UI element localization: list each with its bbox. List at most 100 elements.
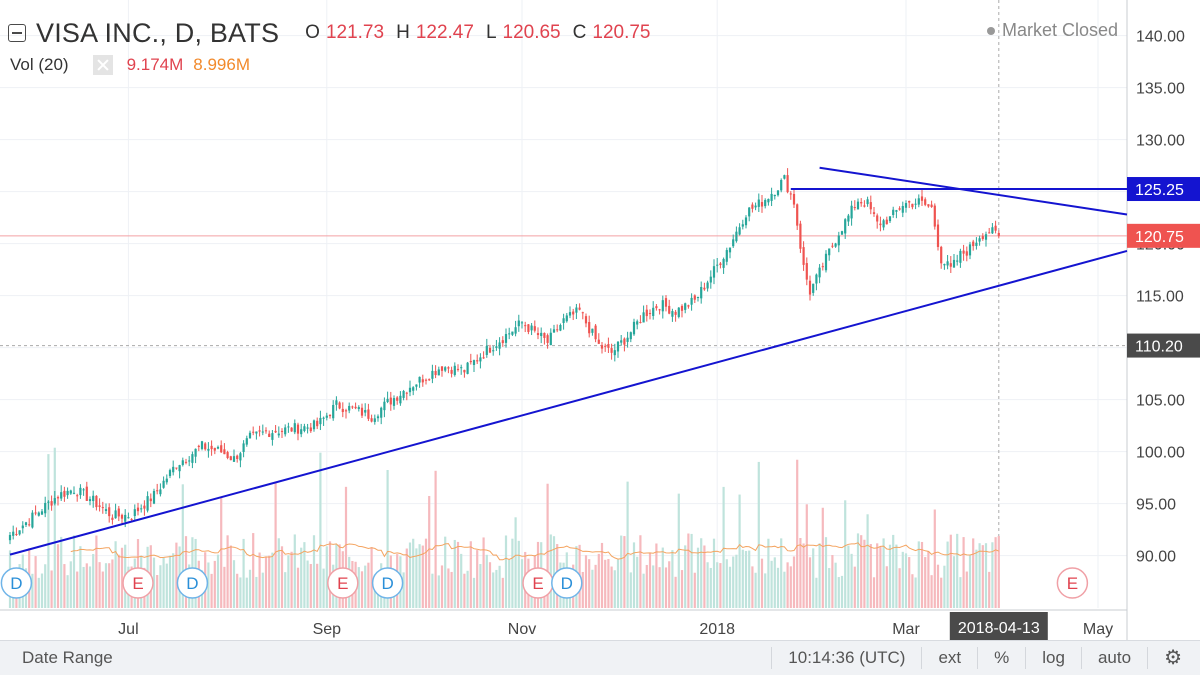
symbol-title[interactable]: VISA INC., D, BATS (36, 17, 280, 48)
volume-bar (722, 486, 725, 608)
candle-body (280, 430, 284, 432)
volume-bar (828, 568, 831, 608)
candle-body (220, 445, 223, 453)
candle-body (888, 216, 892, 222)
candle-body (40, 511, 44, 515)
volume-bar (917, 541, 920, 608)
candle-body (536, 333, 540, 336)
candle-body (757, 199, 760, 207)
candle-body (591, 328, 594, 333)
candle-body (120, 514, 124, 519)
volume-bar (117, 554, 120, 608)
candle-body (392, 398, 396, 406)
volume-bar (636, 556, 639, 608)
volume-bar (248, 569, 252, 608)
candle-body (514, 327, 517, 334)
candle-body (940, 246, 943, 264)
volume-bar (668, 561, 671, 608)
candle-body (796, 204, 799, 226)
candle-body (600, 345, 604, 349)
candle-body (917, 198, 920, 205)
candle-body (642, 312, 645, 323)
candle-body (316, 420, 319, 427)
auto-button[interactable]: auto (1080, 647, 1147, 669)
settings-gear-icon[interactable]: ⚙ (1147, 647, 1200, 669)
candle-body (200, 441, 204, 449)
dividend-marker (551, 567, 583, 599)
volume-bar (824, 537, 828, 608)
volume-bar (453, 539, 456, 608)
volume-bar (40, 573, 44, 608)
candle-body (50, 501, 53, 506)
volume-bar (920, 541, 924, 608)
percent-button[interactable]: % (977, 647, 1025, 669)
candle-body (760, 202, 764, 207)
candlesticks (8, 168, 1000, 545)
volume-bar (367, 562, 370, 608)
volume-bar (757, 461, 760, 608)
remove-indicator-icon[interactable] (92, 55, 113, 75)
price-tag-label: 120.75 (1135, 229, 1184, 246)
event-marker-label: D (381, 574, 393, 593)
candle-body (348, 405, 351, 411)
date-range-button[interactable]: Date Range (22, 648, 113, 667)
volume-bar (370, 547, 373, 608)
candle-body (104, 509, 108, 512)
candle-body (172, 466, 175, 473)
volume-bar (783, 571, 786, 608)
volume-bar (853, 566, 856, 608)
candle-body (626, 337, 629, 342)
candle-body (584, 316, 588, 324)
volume-bar (258, 552, 261, 608)
candle-body (943, 264, 946, 266)
candle-body (479, 357, 482, 362)
candle-body (469, 360, 472, 363)
candle-body (632, 321, 636, 335)
candle-body (997, 232, 1000, 236)
volume-bar (552, 536, 556, 608)
candle-body (991, 227, 994, 234)
volume-bar (63, 564, 66, 608)
candle-body (696, 297, 700, 299)
volume-bar (424, 538, 428, 608)
ext-button[interactable]: ext (921, 647, 977, 669)
volume-bar (604, 559, 607, 608)
candle-body (24, 522, 28, 525)
volume-bar (306, 560, 309, 608)
volume-bar (978, 543, 981, 608)
candle-body (82, 489, 85, 491)
log-button[interactable]: log (1025, 647, 1081, 669)
volume-bar (837, 577, 840, 608)
candle-body (319, 417, 322, 425)
candle-body (255, 431, 258, 434)
volume-bar (860, 535, 863, 608)
volume-bar (364, 565, 367, 608)
collapse-icon[interactable] (8, 24, 26, 42)
candle-body (581, 312, 584, 314)
volume-label[interactable]: Vol (20) (10, 55, 69, 74)
volume-bar (946, 541, 949, 608)
volume-bar (108, 563, 111, 608)
volume-bar (511, 538, 514, 608)
candle-body (376, 416, 380, 419)
volume-bar (431, 573, 434, 608)
volume-bar (111, 559, 114, 608)
dividend-marker (176, 567, 209, 599)
candle-body (60, 492, 63, 499)
candle-body (770, 193, 773, 201)
candle-body (812, 283, 815, 293)
volume-bar (962, 537, 965, 608)
volume-bar (444, 536, 447, 608)
candle-body (37, 512, 40, 516)
volume-bar (796, 459, 799, 608)
candle-body (988, 232, 991, 234)
clock-time[interactable]: 10:14:36 (UTC) (771, 647, 921, 669)
volume-bar (274, 481, 277, 608)
volume-bar (386, 470, 389, 608)
volume-bar (831, 555, 834, 608)
volume-bar (767, 538, 770, 608)
volume-bar (428, 495, 431, 608)
candle-body (735, 231, 738, 242)
volume-bar (287, 555, 290, 608)
